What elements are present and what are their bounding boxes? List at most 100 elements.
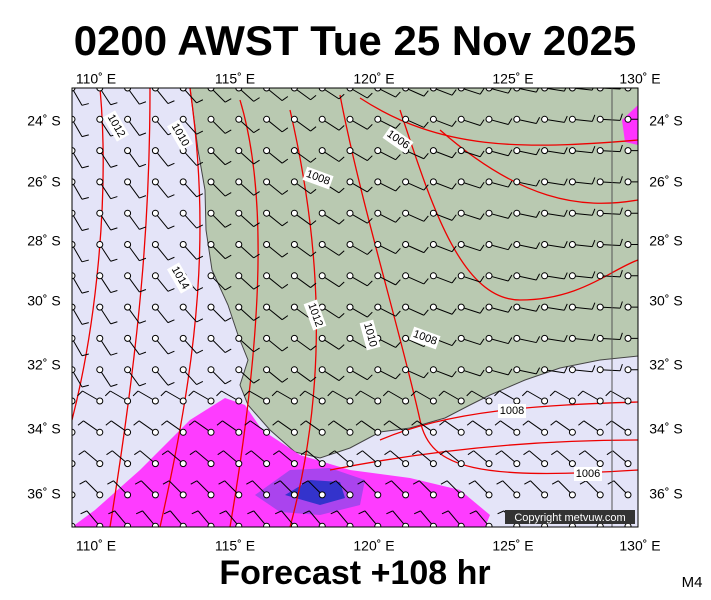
barb-station — [151, 178, 159, 186]
barb-station — [374, 491, 382, 499]
lon-label-bottom: 130˚ E — [619, 538, 660, 554]
barb-flag — [139, 226, 147, 230]
barb-station — [485, 366, 493, 374]
barb-station — [235, 522, 243, 527]
barb-station — [72, 397, 76, 405]
barb-flag — [189, 450, 196, 456]
barb-flag — [302, 510, 310, 515]
barb-station — [179, 209, 187, 217]
barb-flag — [224, 223, 232, 228]
barb-flag — [301, 480, 309, 485]
isobar-label-box — [166, 119, 194, 151]
barb-station — [346, 303, 354, 311]
barb-station — [124, 241, 132, 248]
barb-station — [485, 460, 493, 468]
barb-station — [263, 491, 271, 499]
barb-flag — [224, 160, 232, 166]
barb-flag — [451, 120, 457, 127]
lon-label-top: 115˚ E — [215, 71, 255, 87]
barb-flag — [224, 254, 232, 260]
barb-flag — [281, 283, 289, 289]
barb-station — [290, 397, 298, 405]
barb-station — [318, 241, 326, 248]
barb-flag — [619, 332, 623, 340]
barb-flag — [139, 195, 147, 199]
barb-station — [374, 272, 382, 280]
barb-station — [318, 334, 326, 342]
barb-station — [207, 366, 215, 374]
barb-flag — [479, 213, 485, 220]
barb-station — [290, 334, 298, 342]
isobar-label-box — [574, 467, 602, 481]
barb-station — [485, 147, 493, 155]
barb-station — [346, 366, 354, 374]
barb-station — [346, 522, 354, 527]
barb-station — [151, 241, 159, 248]
barb-station — [290, 147, 298, 155]
barb-station — [72, 272, 76, 280]
barb-flag — [53, 511, 59, 514]
barb-flag — [535, 117, 541, 124]
barb-station — [568, 491, 576, 499]
barb-flag — [81, 196, 89, 200]
barb-flag — [281, 190, 289, 195]
barb-flag — [281, 158, 289, 164]
barb-station — [624, 303, 632, 311]
barb-flag — [338, 156, 345, 162]
barb-station — [179, 366, 187, 374]
wind-barbs — [53, 88, 638, 527]
barb-station — [402, 303, 410, 311]
barb-station — [457, 115, 465, 123]
barb-station — [207, 460, 215, 468]
barb-station — [624, 209, 632, 217]
barb-station — [72, 88, 76, 92]
barb-station — [624, 115, 632, 123]
barb-flag — [479, 275, 485, 283]
barb-flag — [366, 155, 373, 161]
barb-station — [596, 272, 604, 280]
barb-flag — [191, 510, 199, 515]
barb-flag — [167, 100, 175, 105]
barb-station — [457, 491, 465, 499]
barb-station — [96, 303, 104, 311]
barb-shaft — [72, 400, 73, 401]
barb-flag — [196, 349, 204, 354]
barb-flag — [167, 381, 175, 386]
barb-station — [568, 366, 576, 374]
barb-station — [318, 115, 326, 123]
barb-flag — [81, 290, 89, 294]
barb-flag — [423, 153, 429, 160]
barb-station — [402, 491, 410, 499]
barb-flag — [310, 376, 317, 382]
barb-flag — [423, 309, 429, 316]
copyright: Copyright metvuw.com — [514, 512, 625, 524]
barb-station — [568, 334, 576, 342]
barb-flag — [77, 390, 83, 397]
isobar-label-box — [102, 110, 130, 142]
barb-flag — [247, 510, 254, 515]
barb-station — [124, 428, 132, 436]
barb-flag — [107, 480, 114, 485]
isobar-label-box — [302, 166, 334, 190]
barb-flag — [161, 420, 168, 426]
barb-station — [402, 334, 410, 342]
barb-flag — [253, 128, 260, 134]
barb-station — [263, 334, 271, 342]
barb-station — [513, 147, 521, 155]
barb-station — [263, 460, 271, 468]
barb-station — [318, 491, 326, 499]
barb-station — [124, 460, 132, 468]
barb-station — [235, 241, 243, 248]
barb-flag — [81, 165, 89, 169]
barb-flag — [110, 227, 118, 231]
barb-flag — [217, 450, 224, 456]
barb-station — [235, 147, 243, 155]
barb-flag — [395, 122, 401, 129]
barb-flag — [338, 281, 345, 288]
barb-flag — [451, 277, 457, 284]
barb-station — [263, 397, 271, 405]
barb-station — [263, 303, 271, 311]
barb-flag — [167, 162, 175, 167]
barb-flag — [366, 280, 373, 287]
barb-flag — [196, 224, 204, 229]
